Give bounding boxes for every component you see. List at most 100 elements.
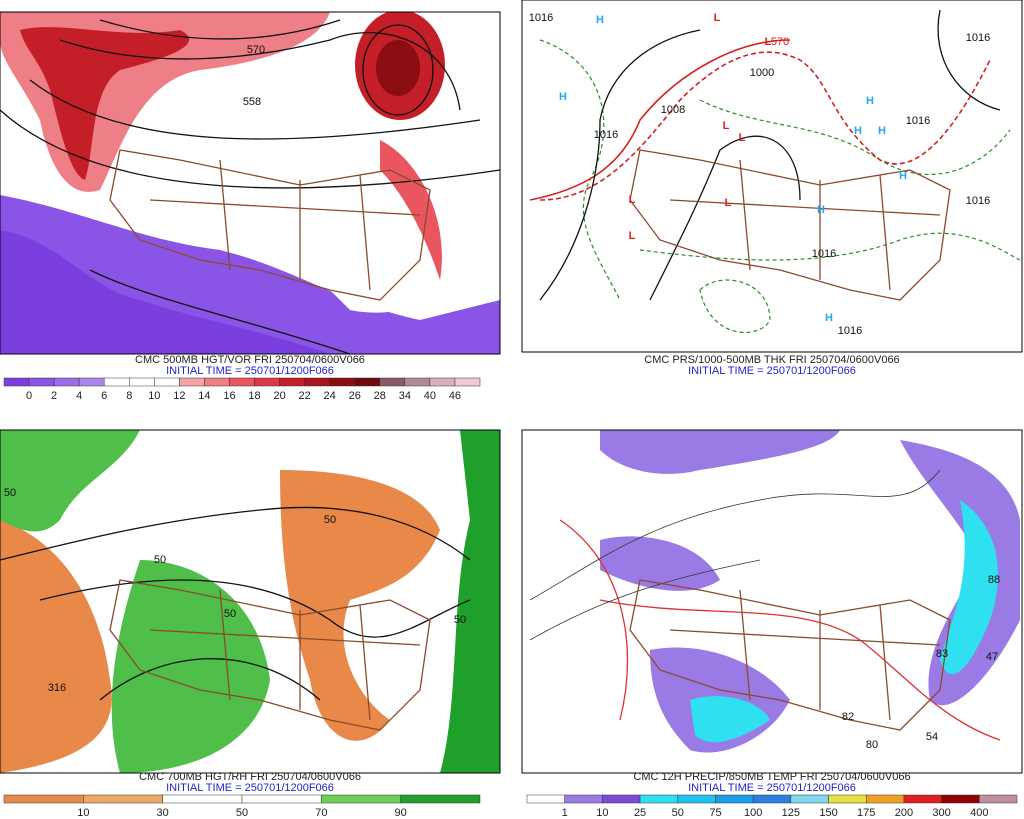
colorbar-label: 12: [173, 390, 185, 402]
pressure-map: [522, 0, 1022, 352]
map-label: H: [596, 14, 604, 26]
colorbar-swatch: [941, 794, 980, 804]
colorbar-label: 200: [895, 807, 913, 819]
map-label: H: [899, 170, 907, 182]
initial-time: INITIAL TIME = 250701/1200F066: [688, 365, 856, 377]
colorbar-swatch: [639, 794, 679, 804]
initial-time: INITIAL TIME = 250701/1200F066: [688, 782, 856, 794]
colorbar-label: 90: [395, 807, 407, 819]
map-label: 1008: [661, 104, 685, 116]
map-label: L: [739, 132, 746, 144]
map-label: 82: [842, 711, 854, 723]
colorbar-label: 50: [672, 807, 684, 819]
colorbar-swatch: [790, 794, 829, 804]
colorbar-swatch: [179, 377, 205, 387]
map-label: L: [629, 230, 636, 242]
colorbar-label: 300: [932, 807, 950, 819]
colorbar-label: 75: [709, 807, 721, 819]
colorbar-swatch: [404, 377, 431, 387]
colorbar-label: 40: [424, 390, 436, 402]
map-frame: [521, 429, 1023, 774]
colorbar-swatch: [3, 377, 30, 387]
vorticity-map: [0, 12, 500, 354]
colorbar-swatch: [129, 377, 155, 387]
colorbar-label: 20: [273, 390, 285, 402]
colorbar-label: 16: [223, 390, 235, 402]
map-label: 47: [986, 651, 998, 663]
colorbar-label: 22: [299, 390, 311, 402]
colorbar-swatch: [229, 377, 255, 387]
colorbar-label: 175: [857, 807, 875, 819]
map-frame: [521, 0, 1023, 353]
map-label: L: [723, 120, 730, 132]
map-label: 570: [771, 36, 789, 48]
map-label: H: [854, 125, 862, 137]
map-label: 316: [48, 682, 66, 694]
map-label: 570: [247, 44, 265, 56]
colorbar-label: 10: [596, 807, 608, 819]
colorbar-swatch: [379, 377, 406, 387]
map-label: 80: [866, 739, 878, 751]
colorbar-swatch: [400, 794, 481, 804]
colorbar-swatch: [677, 794, 716, 804]
colorbar-swatch: [83, 794, 163, 804]
map-label: 1016: [966, 195, 990, 207]
map-label: 88: [988, 574, 1000, 586]
colorbar-label: 150: [819, 807, 837, 819]
map-label: 1016: [966, 32, 990, 44]
map-label: 1016: [594, 129, 618, 141]
colorbar-swatch: [321, 794, 401, 804]
colorbar-label: 46: [449, 390, 461, 402]
map-label: L: [629, 194, 636, 206]
map-label: 1000: [750, 67, 774, 79]
colorbar-label: 125: [782, 807, 800, 819]
map-label: 50: [154, 554, 166, 566]
colorbar-label: 400: [970, 807, 988, 819]
colorbar-swatch: [979, 794, 1018, 804]
map-label: 1016: [812, 248, 836, 260]
map-frame: [0, 11, 501, 355]
colorbar-label: 0: [26, 390, 32, 402]
colorbar-label: 28: [374, 390, 386, 402]
colorbar-swatch: [254, 377, 280, 387]
initial-time: INITIAL TIME = 250701/1200F066: [166, 365, 334, 377]
map-label: 1016: [838, 325, 862, 337]
map-label: H: [866, 95, 874, 107]
colorbar-label: 34: [399, 390, 411, 402]
map-label: 1016: [906, 115, 930, 127]
colorbar-swatch: [3, 794, 84, 804]
colorbar-label: 6: [101, 390, 107, 402]
colorbar-swatch: [162, 794, 243, 804]
colorbar-swatch: [903, 794, 942, 804]
colorbar-swatch: [564, 794, 603, 804]
map-label: 50: [324, 514, 336, 526]
map-label: 50: [4, 487, 16, 499]
map-label: H: [878, 125, 886, 137]
map-label: H: [825, 312, 833, 324]
colorbar-swatch: [865, 794, 905, 804]
colorbar-label: 100: [744, 807, 762, 819]
colorbar-label: 70: [315, 807, 327, 819]
map-label: L: [725, 197, 732, 209]
colorbar-swatch: [304, 377, 330, 387]
map-label: 1016: [529, 12, 553, 24]
map-label: H: [817, 204, 825, 216]
map-frame: [0, 429, 501, 774]
colorbar-label: 30: [157, 807, 169, 819]
map-label: 50: [454, 614, 466, 626]
colorbar-label: 2: [51, 390, 57, 402]
colorbar-swatch: [78, 377, 105, 387]
colorbar-swatch: [526, 794, 565, 804]
map-label: 558: [243, 96, 261, 108]
colorbar-swatch: [53, 377, 80, 387]
colorbar-swatch: [28, 377, 55, 387]
colorbar-swatch: [828, 794, 867, 804]
colorbar-label: 25: [634, 807, 646, 819]
colorbar-label: 10: [148, 390, 160, 402]
colorbar-swatch: [241, 794, 322, 804]
colorbar-swatch: [752, 794, 792, 804]
colorbar-label: 18: [248, 390, 260, 402]
map-label: 83: [936, 648, 948, 660]
map-label: 50: [224, 608, 236, 620]
